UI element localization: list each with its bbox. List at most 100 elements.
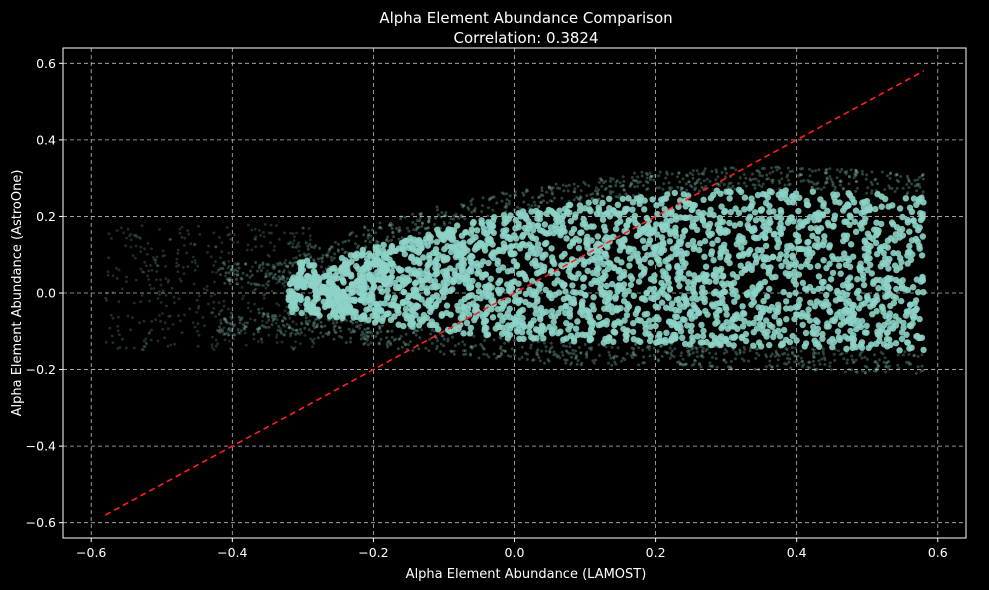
point-3108 (684, 362, 688, 366)
point-3573 (334, 331, 338, 335)
point-3348 (600, 178, 604, 182)
point-3666 (486, 214, 490, 218)
point-3315 (708, 351, 711, 355)
point-1542 (588, 255, 596, 263)
point-1629 (718, 203, 725, 210)
point-4099 (273, 245, 276, 248)
point-4363 (275, 281, 279, 285)
point-2440 (320, 298, 327, 305)
point-1044 (744, 221, 751, 229)
point-2826 (224, 318, 228, 322)
point-2484 (359, 250, 366, 257)
point-2528 (324, 291, 332, 299)
point-3476 (355, 320, 359, 324)
point-3296 (705, 347, 709, 351)
point-2380 (730, 279, 738, 286)
point-1667 (856, 294, 863, 302)
point-2511 (874, 296, 881, 304)
point-4282 (148, 299, 152, 303)
point-2583 (315, 280, 322, 287)
point-3173 (579, 351, 583, 355)
point-1904 (723, 188, 730, 195)
point-2725 (417, 225, 421, 229)
point-3323 (765, 355, 768, 359)
point-4133 (230, 329, 233, 333)
point-4126 (249, 317, 252, 321)
point-2794 (281, 282, 285, 286)
point-3258 (337, 334, 341, 338)
point-3929 (686, 346, 689, 349)
point-3587 (392, 235, 396, 239)
point-2859 (229, 322, 233, 326)
point-4068 (126, 314, 130, 318)
point-4388 (120, 226, 123, 230)
point-3865 (549, 186, 553, 190)
point-2294 (489, 251, 496, 258)
point-1229 (879, 304, 886, 312)
point-3146 (822, 356, 826, 360)
point-2453 (719, 322, 727, 330)
point-3199 (705, 177, 709, 181)
point-3378 (513, 190, 517, 194)
point-1255 (835, 262, 843, 270)
point-2219 (825, 222, 832, 229)
point-3105 (842, 187, 846, 191)
point-4237 (203, 324, 207, 328)
point-1976 (534, 280, 541, 287)
point-6 (898, 335, 906, 343)
point-2584 (420, 270, 427, 278)
point-2444 (394, 304, 402, 311)
point-3371 (664, 176, 668, 180)
point-670 (487, 275, 494, 282)
point-3549 (281, 278, 285, 281)
point-3421 (661, 187, 665, 191)
point-2377 (501, 244, 508, 251)
point-4390 (231, 267, 234, 271)
point-4268 (121, 337, 124, 341)
point-2667 (634, 341, 637, 345)
point-3575 (632, 194, 636, 197)
point-3945 (773, 354, 777, 358)
point-2886 (679, 354, 683, 358)
point-1993 (666, 286, 674, 293)
point-4210 (236, 282, 240, 286)
point-2188 (527, 320, 535, 327)
point-2880 (811, 347, 814, 351)
point-3863 (282, 275, 286, 279)
point-3656 (492, 352, 496, 356)
point-4087 (110, 237, 113, 240)
point-4066 (227, 259, 231, 263)
point-3200 (503, 349, 507, 353)
point-2801 (670, 172, 674, 176)
point-4115 (246, 306, 250, 310)
point-4271 (164, 277, 168, 280)
point-3851 (789, 366, 793, 370)
point-2743 (296, 263, 300, 267)
point-3487 (359, 333, 363, 337)
point-2395 (580, 283, 587, 291)
point-2715 (495, 356, 498, 360)
point-2612 (646, 344, 650, 348)
point-2773 (362, 342, 366, 346)
point-4307 (262, 284, 266, 287)
point-2820 (450, 350, 454, 354)
point-2016 (383, 295, 391, 302)
point-3675 (770, 365, 774, 369)
point-3350 (550, 191, 554, 195)
point-3691 (743, 347, 747, 351)
point-2497 (661, 212, 669, 219)
point-1928 (326, 313, 334, 320)
point-4428 (211, 335, 214, 339)
point-1685 (611, 329, 619, 336)
point-2792 (469, 199, 473, 203)
point-4176 (196, 264, 200, 268)
point-3416 (363, 225, 366, 229)
point-2799 (306, 247, 310, 251)
point-1963 (776, 320, 783, 327)
point-2707 (600, 194, 604, 198)
point-2532 (371, 258, 378, 265)
point-2637 (378, 327, 382, 331)
point-660 (701, 278, 708, 285)
point-4362 (233, 262, 237, 266)
point-1619 (647, 276, 655, 283)
